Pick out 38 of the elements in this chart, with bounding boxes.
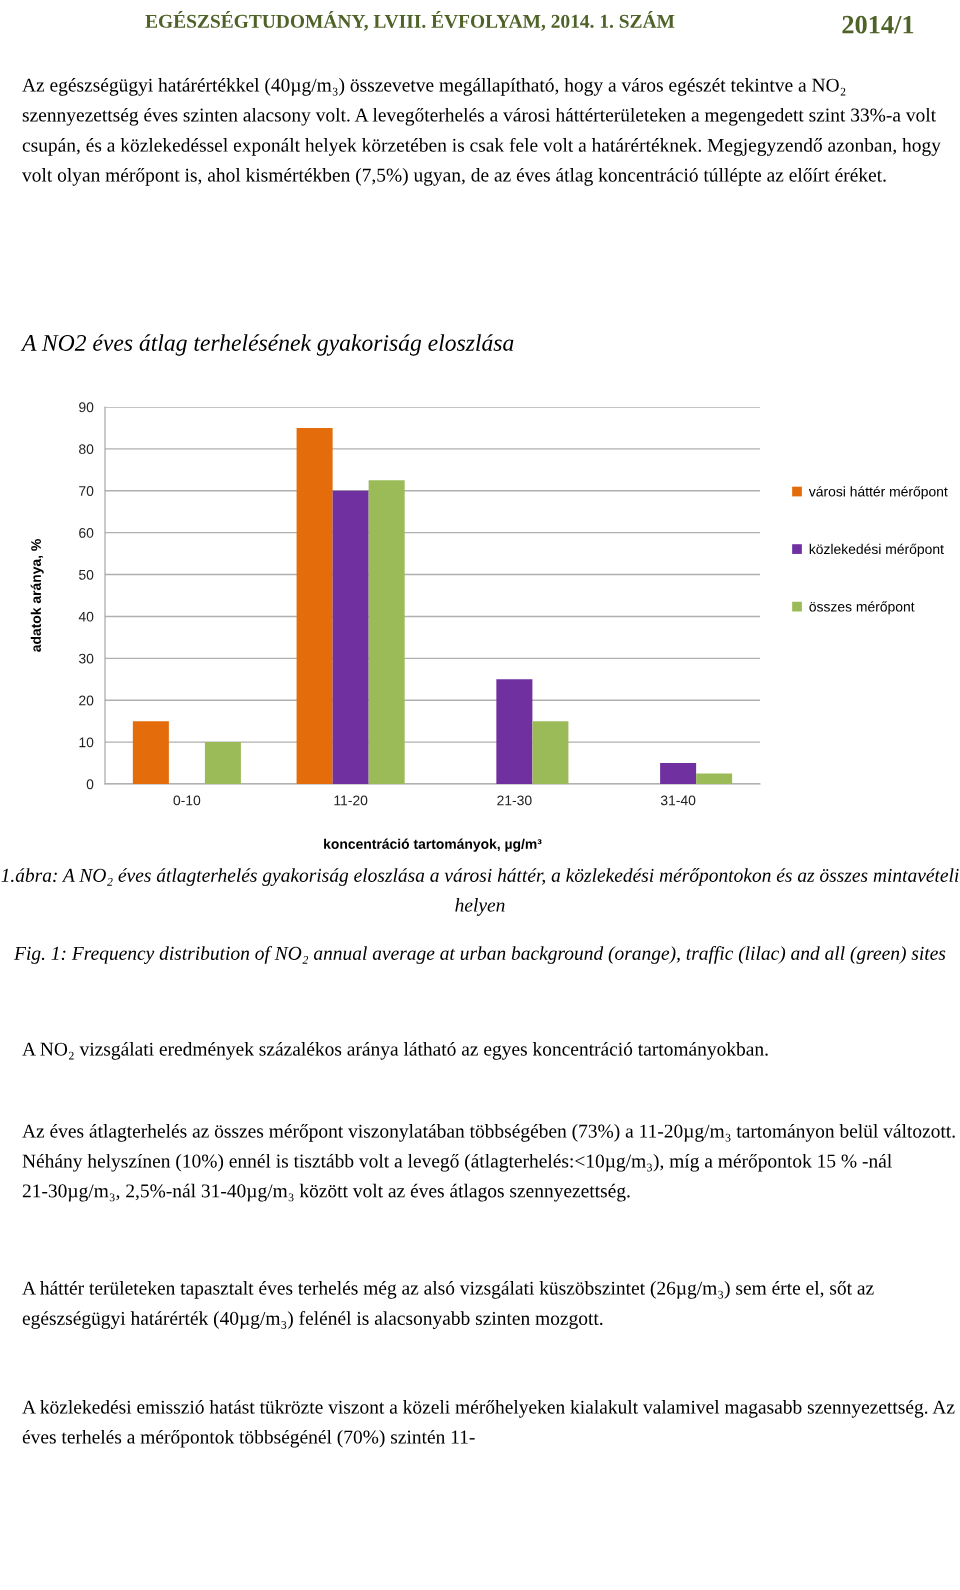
x-tick-label: 31-40: [660, 795, 696, 806]
bar: [132, 721, 169, 784]
bar: [660, 763, 697, 784]
text: 1.ábra: A NO₂ éves átlagterhelés gyakoriság eloszlása a városi háttér, a közlekedési mérőpontokon és az összes mintavételi helyen: [1, 868, 959, 916]
legend-label: közlekedési mérőpont: [809, 543, 944, 557]
y-tick-label: 80: [79, 444, 94, 455]
x-tick-label: 11-20: [334, 795, 368, 806]
y-axis-title: adatok aránya, %: [30, 539, 44, 652]
text: 2014/1: [842, 15, 914, 34]
legend-label: városi háttér mérőpont: [808, 486, 948, 500]
y-tick-label: 40: [78, 611, 94, 622]
text: A NO₂ vizsgálati eredmények százalékos aránya látható az egyes koncentráció tartományokban.: [22, 1042, 768, 1060]
legend-label: összes mérőpont: [809, 601, 915, 615]
y-tick-label: 50: [79, 569, 94, 580]
caption: Fig. 1: Frequency distribution of NO₂ annual average at urban background (orange), traffic (lilac) and all (green) sites: [13, 946, 946, 964]
bar: [696, 773, 733, 784]
x-tick-label: 21-30: [497, 795, 532, 806]
x-axis-title: koncentráció tartományok, µg/m³: [324, 838, 542, 852]
chart-title: A NO2 éves átlag terhelésének gyakoriság eloszlása: [20, 334, 514, 356]
text: Az éves átlagterhelés az összes mérőpont viszonylatában többségében (73%) a 11-20µg/m₃ tartományon belül változott. Néhány helyszínen (10%) ennél is tisztább volt a levegő (átlagterhelés:<10µg/m₃), míg a mérőpontok 15 % -nál 21-30µg/m₃, 2,5%-nál 31-40µg/m₃ között volt az éves átlagos szennyezettség.: [22, 1124, 955, 1202]
y-tick-label: 20: [79, 695, 94, 706]
text: EGÉSZSÉGTUDOMÁNY, LVIII. ÉVFOLYAM, 2014. 1. SZÁM: [145, 11, 675, 31]
y-tick-label: 60: [79, 528, 94, 538]
text: Az egészségügyi határértékkel (40µg/m₃) összevetve megállapítható, hogy a város egészét tekintve a NO₂ szennyezettség éves szinten alacsony volt. A levegőterhelés a városi háttérterületeken a megengedett szint 33%-a volt csupán, és a közlekedéssel exponált helyek körzetében is csak fele volt a határértéknek. Megjegyzendő azonban, hogy volt olyan mérőpont is, ahol kismértékben (7,5%) ugyan, de az éves átlag koncentráció túllépte az előírt éréket.: [22, 78, 941, 186]
y-tick-label: 30: [78, 653, 94, 664]
y-tick-label: 10: [79, 737, 94, 748]
y-tick-label: 70: [79, 486, 94, 496]
text: A háttér területeken tapasztalt éves terhelés még az alsó vizsgálati küszöbszintet (26µg/m₃) sem érte el, sőt az egészségügyi határérték (40µg/m₃) felénél is alacsonyabb szinten mozgott.: [22, 1281, 874, 1329]
y-tick-label: 0: [86, 779, 94, 790]
bar: [296, 427, 333, 784]
bar: [532, 721, 569, 784]
y-tick-label: 90: [79, 402, 94, 413]
bar: [332, 490, 369, 784]
bar: [368, 480, 405, 784]
bar: [496, 679, 533, 784]
x-tick-label: 0-10: [173, 795, 201, 806]
bar: [204, 742, 241, 784]
text: A közlekedési emisszió hatást tükrözte viszont a közeli mérőhelyeken kialakult valamivel magasabb szennyezettség. Az éves terhelés a mérőpontok többségénél (70%) szintén 11-: [22, 1400, 955, 1448]
